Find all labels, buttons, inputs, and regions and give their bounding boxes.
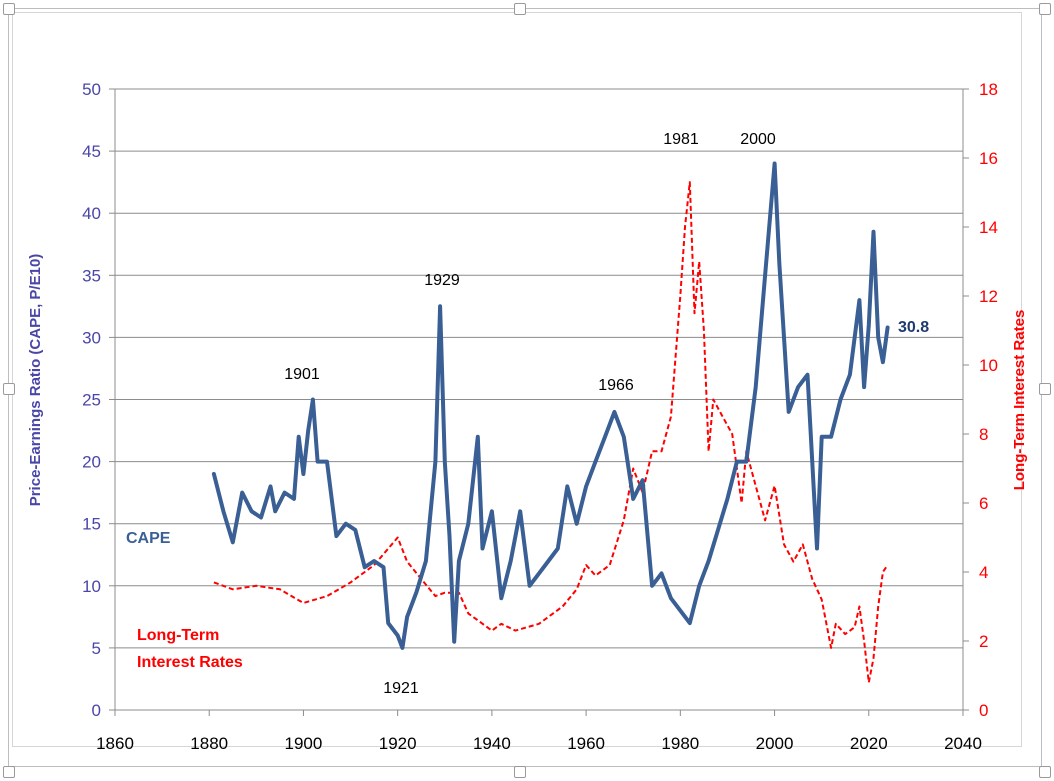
x-tick-label: 1980 xyxy=(661,734,699,753)
x-tick-label: 1940 xyxy=(473,734,511,753)
y-right-tick-label: 8 xyxy=(979,425,988,444)
y-left-tick-label: 0 xyxy=(92,701,101,720)
x-tick-label: 2020 xyxy=(850,734,888,753)
annotation-2000: 2000 xyxy=(740,131,776,148)
y-left-tick-label: 40 xyxy=(82,204,101,223)
y-right-tick-label: 14 xyxy=(979,218,998,237)
y-right-tick-label: 2 xyxy=(979,632,988,651)
x-tick-label: 1860 xyxy=(96,734,134,753)
x-tick-label: 2000 xyxy=(756,734,794,753)
rates-series-label-line2: Interest Rates xyxy=(137,654,243,671)
y-right-tick-label: 18 xyxy=(979,80,998,99)
x-tick-label: 1920 xyxy=(379,734,417,753)
y-right-tick-label: 16 xyxy=(979,149,998,168)
resize-handle-bottom[interactable] xyxy=(514,766,526,778)
y-left-tick-label: 35 xyxy=(82,266,101,285)
y-left-tick-label: 20 xyxy=(82,453,101,472)
y-left-tick-label: 25 xyxy=(82,391,101,410)
y-right-tick-label: 10 xyxy=(979,356,998,375)
resize-handle-bottom-left[interactable] xyxy=(3,766,15,778)
x-tick-label: 2040 xyxy=(944,734,982,753)
y-left-tick-label: 10 xyxy=(82,577,101,596)
current-cape-value-label: 30.8 xyxy=(898,319,929,336)
annotation-1966: 1966 xyxy=(598,377,634,394)
resize-handle-bottom-right[interactable] xyxy=(1039,766,1051,778)
annotation-1981: 1981 xyxy=(663,131,699,148)
y-right-tick-label: 4 xyxy=(979,563,988,582)
x-tick-label: 1900 xyxy=(285,734,323,753)
rates-series-label-line1: Long-Term xyxy=(137,627,219,644)
gridlines xyxy=(115,88,963,711)
resize-handle-right[interactable] xyxy=(1039,383,1051,395)
x-tick-label: 1960 xyxy=(567,734,605,753)
y-axis-left-label: Price-Earnings Ratio (CAPE, P/E10) xyxy=(27,254,44,507)
series-layer xyxy=(211,161,890,684)
y-right-tick-label: 12 xyxy=(979,287,998,306)
annotation-1901: 1901 xyxy=(284,366,320,383)
y-left-tick-label: 5 xyxy=(92,639,101,658)
y-right-tick-label: 0 xyxy=(979,701,988,720)
y-left-tick-label: 45 xyxy=(82,142,101,161)
y-left-tick-label: 15 xyxy=(82,515,101,534)
resize-handle-left[interactable] xyxy=(3,383,15,395)
resize-handle-top-right[interactable] xyxy=(1039,3,1051,15)
y-left-tick-label: 50 xyxy=(82,80,101,99)
annotation-1921: 1921 xyxy=(383,680,419,697)
series-line-cape xyxy=(211,161,890,650)
x-tick-label: 1880 xyxy=(190,734,228,753)
axes xyxy=(109,88,969,716)
y-right-tick-label: 6 xyxy=(979,494,988,513)
y-axis-right-label: Long-Term Interest Rates xyxy=(1011,310,1028,491)
resize-handle-top-left[interactable] xyxy=(3,3,15,15)
y-left-tick-label: 30 xyxy=(82,328,101,347)
resize-handle-top[interactable] xyxy=(514,3,526,15)
series-line-long-term-interest-rates xyxy=(213,181,889,684)
cape-series-label: CAPE xyxy=(126,530,171,547)
annotation-1929: 1929 xyxy=(424,272,460,289)
tick-labels: 0 5 10 15 20 25 30 35 40 45 50 0 2 4 6 8 10 12 14 16 18 1860 1… xyxy=(82,80,998,753)
